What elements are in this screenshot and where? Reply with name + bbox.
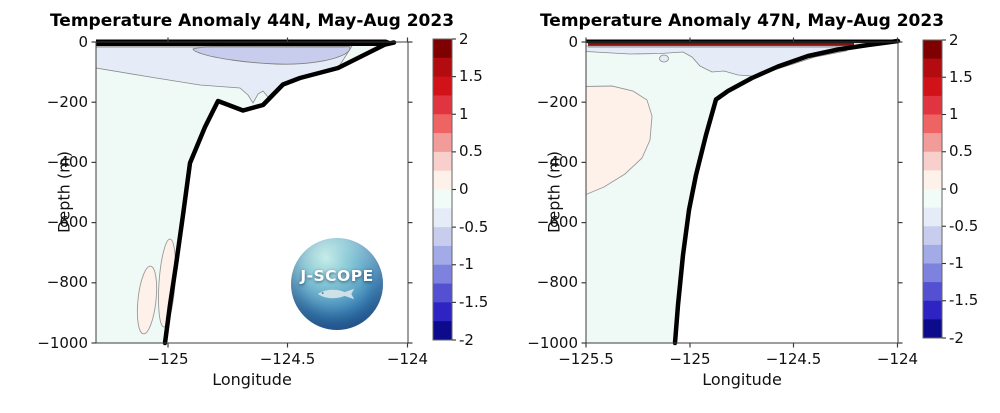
right-colorbar-tick-label: 0.5 [949,142,973,161]
left-colorbar-tick-label: 1.5 [459,67,483,86]
left-plot-ytick-label: −400 [46,152,88,171]
left-colorbar-segment [433,321,452,341]
right-colorbar-segment [923,282,942,302]
right-plot-frame [585,41,899,344]
right-colorbar-segment [923,244,942,264]
left-plot-surface-band [96,39,394,46]
right-plot-seafloor-line [672,38,901,346]
left-plot-seafloor-line [162,40,397,346]
jscope-logo-text: J-SCOPE [300,266,374,285]
left-colorbar-segment [433,57,452,78]
left-colorbar-segment [433,264,452,285]
left-plot-xtick-label: −124.5 [259,350,316,368]
left-colorbar-segment [433,133,452,153]
right-colorbar-tick-label: -1 [949,254,964,272]
left-colorbar-segment [433,76,452,96]
right-colorbar-segment [923,170,942,190]
right-colorbar-segment [923,319,942,339]
right-colorbar-segment [923,300,942,320]
left-colorbar-segment [433,208,452,228]
right-colorbar-tick-label: 1 [949,105,959,123]
right-plot-ytick-label: −600 [536,213,578,232]
jscope-logo: J-SCOPE [291,238,383,330]
left-plot-ytick-label: −200 [46,92,88,111]
right-plot-small-contour-loop [659,54,669,63]
right-plot-xtick-label: −124.5 [765,350,822,368]
left-colorbar-segment [433,151,452,172]
left-plot-frame [95,41,409,344]
right-plot-xtick-label: −124 [876,350,919,368]
left-plot-xtick-label: −125 [147,350,189,368]
right-colorbar-segment [923,40,942,60]
left-colorbar-tick-label: -1.5 [459,292,489,311]
right-plot-ytick-label: 0 [568,32,578,51]
right-plot-warm-blob-contour [585,85,653,196]
right-plot-xtick-label: −125.5 [558,350,614,368]
left-colorbar-tick-label: -2 [459,330,474,349]
left-colorbar-segment [433,245,452,266]
right-plot-ytick-label: −200 [536,92,578,111]
right-plot-ytick-label: −400 [536,152,578,171]
right-colorbar-segment [923,133,942,153]
right-plot-ocean-region [586,41,898,343]
left-plot-warm-oval-west [136,265,158,335]
right-plot-xlabel: Longitude [702,370,782,389]
right-plot-title: Temperature Anomaly 47N, May-Aug 2023 [539,11,945,31]
right-colorbar-segment [923,207,942,227]
left-colorbar-segment [433,302,452,322]
right-colorbar-segment [923,77,942,97]
right-plot-xtick-label: −125 [669,350,711,368]
left-plot-title: Temperature Anomaly 44N, May-Aug 2023 [49,11,455,31]
left-colorbar-tick-label: -0.5 [459,217,489,236]
right-colorbar-segment [923,226,942,246]
left-colorbar-segment [433,283,452,303]
right-colorbar-segment [923,263,942,283]
left-plot-ytick-label: −600 [46,213,88,232]
generated-ticks-and-colorbars [91,37,946,348]
left-colorbar-tick-label: 0 [459,180,469,198]
left-colorbar-segment [433,114,452,134]
left-colorbar-segment [433,227,452,247]
left-plot-ytick-label: −1000 [37,333,88,352]
right-plot-ytick-label: −800 [536,273,578,292]
right-colorbar-segment [923,58,942,78]
right-colorbar-tick-label: 0 [949,179,959,198]
right-colorbar-tick-label: -2 [949,328,964,347]
right-plot-surface-band [586,39,898,44]
fish-icon [317,288,355,299]
right-plot-surface-warm-band [588,42,854,46]
left-plot-ytick-label: 0 [78,32,88,51]
right-colorbar-tick-label: 2 [949,30,959,49]
left-colorbar-segment [433,189,452,209]
right-colorbar-tick-label: -0.5 [949,216,979,235]
right-colorbar-tick-label: -1.5 [949,291,979,310]
right-colorbar-segment [923,114,942,134]
left-plot-xtick-label: −124 [386,350,429,368]
left-colorbar-tick-label: 0.5 [459,142,483,161]
right-plot-ytick-label: −1000 [527,333,578,352]
left-colorbar-segment [433,170,452,190]
left-colorbar-tick-label: -1 [459,255,474,274]
right-colorbar-tick-label: 1.5 [949,67,973,86]
left-plot-ytick-label: −800 [46,273,88,292]
left-colorbar-tick-label: 1 [459,104,469,123]
right-plot-cool-layer-contour [585,45,855,77]
left-plot-xlabel: Longitude [212,370,292,389]
right-colorbar-segment [923,189,942,209]
right-colorbar-segment [923,151,942,171]
left-colorbar-segment [433,95,452,115]
right-colorbar-segment [923,95,942,115]
left-colorbar-tick-label: 2 [459,29,469,48]
left-colorbar-segment [433,39,452,59]
